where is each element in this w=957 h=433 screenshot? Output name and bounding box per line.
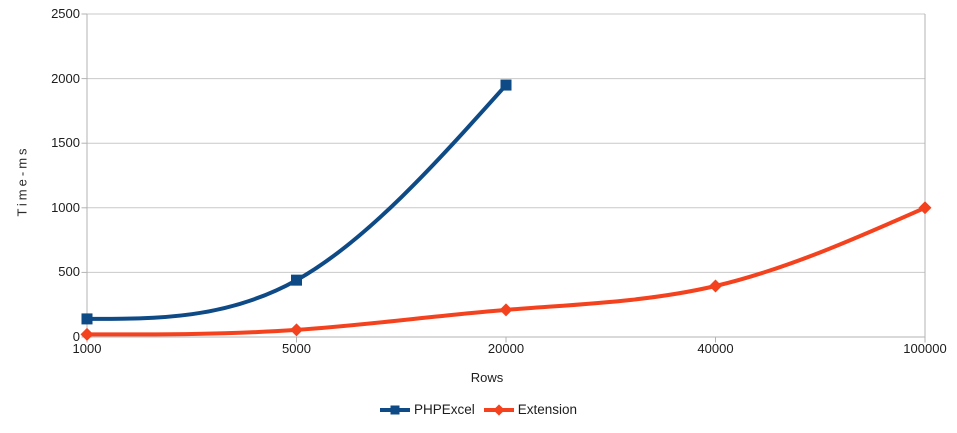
y-tick-label: 2500: [51, 6, 80, 21]
legend: PHPExcel Extension: [0, 402, 957, 417]
y-tick-label: 1000: [51, 199, 80, 215]
y-tick-label: 2000: [51, 70, 80, 86]
y-tick-label: 500: [58, 264, 80, 280]
legend-diamond-marker-icon: [493, 403, 505, 416]
x-tick-label: 1000: [72, 341, 102, 356]
series-line-phpexcel: [86, 83, 508, 321]
x-tick-label: 20000: [487, 341, 525, 356]
x-tick-label: 100000: [903, 341, 947, 356]
legend-line-phpexcel: [379, 405, 410, 414]
marker-phpexcel: [291, 274, 302, 286]
x-tick-label: 40000: [697, 341, 734, 356]
legend-item-phpexcel: PHPExcel: [379, 402, 475, 417]
marker-extension: [918, 201, 932, 215]
marker-extension: [80, 327, 94, 341]
marker-extension: [709, 279, 722, 293]
marker-extension: [290, 323, 303, 337]
x-tick-label: 5000: [282, 341, 311, 356]
legend-line-extension: [483, 403, 514, 416]
y-tick-label: 1500: [51, 135, 80, 151]
legend-item-extension: Extension: [483, 402, 578, 417]
legend-label-extension: Extension: [517, 402, 578, 417]
marker-phpexcel: [81, 313, 93, 325]
y-axis-title: Time-ms: [14, 145, 30, 217]
legend-label-phpexcel: PHPExcel: [413, 402, 475, 417]
legend-square-marker-icon: [390, 405, 400, 414]
x-axis-title: Rows: [470, 370, 504, 385]
marker-phpexcel: [500, 79, 512, 91]
y-tick-label: 0: [72, 329, 80, 344]
marker-extension: [499, 303, 513, 317]
